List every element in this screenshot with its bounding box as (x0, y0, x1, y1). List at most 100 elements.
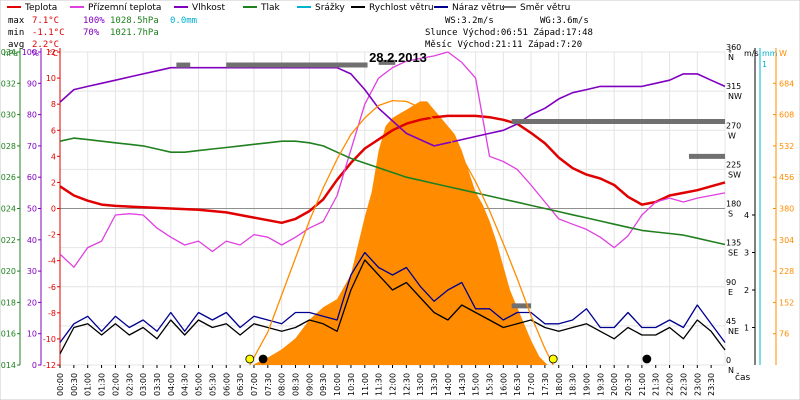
axis-label-direction: ° (728, 49, 732, 58)
stats-min-label: min (8, 28, 24, 38)
tick-label-direction-name: W (728, 131, 736, 140)
x-tick-label: 18:00 (555, 373, 564, 396)
tick-label-direction: 315 (726, 82, 741, 91)
tick-label-hpa: 1014 (0, 361, 16, 370)
tick-label-celsius: -8 (48, 309, 56, 318)
x-tick-label: 16:00 (499, 373, 508, 396)
x-tick-label: 11:30 (375, 373, 384, 396)
series-solar-area (253, 101, 548, 366)
tick-label-w: 684 (779, 79, 794, 88)
x-tick-label: 15:30 (485, 373, 494, 396)
stats-max-temp: 7.1°C (32, 16, 59, 26)
series-p-zemn-teplota (59, 51, 726, 268)
tick-label-direction-name: NE (728, 327, 739, 336)
tick-label-w: 152 (779, 298, 794, 307)
x-tick-label: 02:00 (111, 373, 120, 396)
stats-wind-gust: WG:3.6m/s (540, 16, 589, 26)
marker-moonrise (642, 354, 652, 364)
x-tick-label: 16:30 (513, 373, 522, 396)
x-tick-label: 03:30 (153, 373, 162, 396)
stats-avg-temp: 2.2°C (32, 40, 59, 50)
x-tick-label: 14:30 (458, 373, 467, 396)
x-tick-label: 23:30 (707, 373, 716, 396)
marker-moonset (258, 354, 268, 364)
x-tick-label: 06:00 (222, 373, 231, 396)
axis-label-percent: % (31, 49, 39, 58)
tick-label-percent: 100 (22, 48, 37, 57)
tick-label-percent: 60 (27, 173, 37, 182)
x-tick-label: 13:30 (430, 373, 439, 396)
tick-label-w: 608 (779, 111, 794, 120)
x-tick-label: 08:30 (292, 373, 301, 396)
x-tick-label: 18:30 (569, 373, 578, 396)
stats-sun: Slunce Východ:06:51 Západ:17:48 (425, 28, 593, 38)
stats-max-pressure: 1028.5hPa (110, 16, 159, 26)
tick-label-ms: 3 (744, 249, 749, 258)
x-tick-label: 19:00 (582, 373, 591, 396)
legend-label: Srážky (315, 3, 346, 13)
x-tick-label: 06:30 (236, 373, 245, 396)
tick-label-mm: 1 (762, 60, 767, 69)
stats-max-rain: 0.0mm (170, 16, 197, 26)
tick-label-celsius: -2 (48, 231, 56, 240)
chart-title: 28.2.2013 (369, 50, 427, 65)
x-tick-label: 07:00 (250, 373, 259, 396)
tick-label-hpa: 1016 (0, 330, 16, 339)
tick-label-hpa: 1030 (0, 111, 16, 120)
x-tick-label: 20:30 (624, 373, 633, 396)
tick-label-celsius: 6 (51, 126, 56, 135)
series-teoretick-z-en- (249, 99, 554, 366)
tick-label-w: 380 (779, 205, 794, 214)
tick-label-celsius: -10 (43, 335, 56, 344)
stats-wind-speed: WS:3.2m/s (445, 16, 494, 26)
x-tick-label: 23:00 (693, 373, 702, 396)
legend-label: Tlak (260, 3, 281, 13)
tick-label-percent: 70 (27, 142, 37, 151)
tick-label-w: 532 (779, 142, 794, 151)
x-tick-label: 19:30 (596, 373, 605, 396)
tick-label-direction: 135 (726, 239, 741, 248)
tick-label-direction-name: N (728, 366, 734, 375)
tick-label-percent: 0 (32, 361, 37, 370)
x-tick-label: 22:30 (679, 373, 688, 396)
tick-label-direction: 90 (726, 278, 736, 287)
marker-sunset (548, 354, 558, 364)
x-tick-label: 21:30 (652, 373, 661, 396)
tick-label-celsius: -4 (48, 257, 56, 266)
x-tick-label: 02:30 (125, 373, 134, 396)
series-vlhkost (59, 66, 726, 147)
tick-label-celsius: 2 (51, 178, 56, 187)
stats-avg-label: avg (8, 40, 24, 50)
axes: hPa1014101610181020102210241026102810301… (0, 43, 794, 375)
axis-label-hpa: hPa (4, 49, 19, 58)
tick-label-w: 456 (779, 173, 794, 182)
legend-label: Směr větru (520, 3, 570, 13)
tick-label-hpa: 1024 (0, 205, 16, 214)
tick-label-celsius: 12 (46, 48, 56, 57)
tick-label-direction-name: N (728, 53, 734, 62)
tick-label-percent: 30 (27, 267, 37, 276)
x-tick-label: 08:00 (278, 373, 287, 396)
tick-label-ms: 2 (744, 286, 749, 295)
tick-label-ms: 1 (744, 324, 749, 333)
tick-label-celsius: 0 (51, 205, 56, 214)
tick-label-hpa: 1022 (0, 236, 16, 245)
tick-label-direction: 360 (726, 43, 741, 52)
tick-label-hpa: 1018 (0, 298, 16, 307)
tick-label-hpa: 1026 (0, 173, 16, 182)
stats-min-pressure: 1021.7hPa (110, 28, 159, 38)
tick-label-percent: 20 (27, 298, 37, 307)
x-tick-label: 03:00 (139, 373, 148, 396)
tick-label-celsius: -6 (48, 283, 56, 292)
tick-label-hpa: 1028 (0, 142, 16, 151)
x-tick-label: 04:00 (167, 373, 176, 396)
tick-label-w: 304 (779, 236, 794, 245)
tick-label-direction-name: E (728, 288, 733, 297)
stats-moon: Měsíc Východ:21:11 Západ:7:20 (425, 40, 582, 50)
stats-max-humidity: 100% (83, 16, 105, 26)
x-tick-label: 10:30 (347, 373, 356, 396)
legend-label: Přízemní teplota (88, 3, 161, 13)
x-tick-label: 22:00 (666, 373, 675, 396)
x-tick-label: 15:00 (472, 373, 481, 396)
x-tick-label: 07:30 (264, 373, 273, 396)
